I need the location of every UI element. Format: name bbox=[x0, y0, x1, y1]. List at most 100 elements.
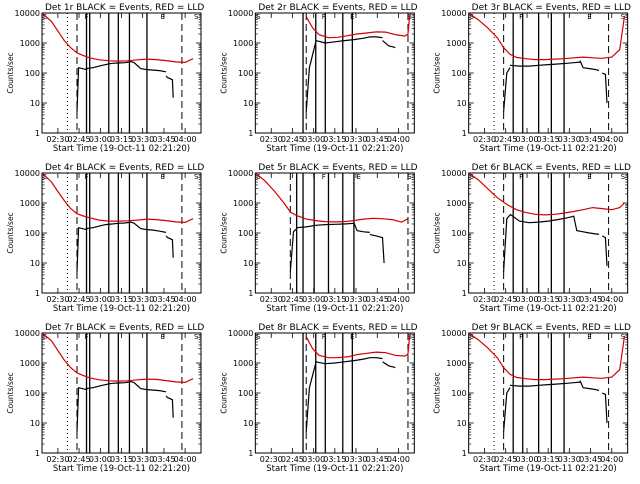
event-rate-line bbox=[130, 381, 167, 393]
flag-marker: F bbox=[85, 173, 89, 181]
event-rate-line bbox=[382, 40, 396, 49]
detector-panel: Det 6r BLACK = Events, RED = LLD 1 10 100 10… bbox=[433, 163, 631, 314]
x-tick-label: 03:30 bbox=[131, 295, 154, 304]
event-rate-line bbox=[503, 387, 511, 433]
x-tick-label: 04:00 bbox=[174, 135, 197, 144]
x-tick-label: 03:00 bbox=[302, 135, 325, 144]
x-axis-label: Start Time (19-Oct-11 02:21:20) bbox=[480, 464, 617, 474]
y-tick-label: 1000 bbox=[20, 199, 40, 208]
x-tick-label: 03:15 bbox=[323, 295, 346, 304]
x-tick-label: 03:15 bbox=[110, 135, 133, 144]
x-axis-label: Start Time (19-Oct-11 02:21:20) bbox=[266, 144, 403, 154]
y-axis-label: Counts/sec bbox=[433, 372, 442, 413]
y-tick-label: 10 bbox=[456, 419, 466, 428]
y-tick-label: 100 bbox=[451, 229, 466, 238]
event-rate-line bbox=[601, 235, 608, 266]
lld-rate-line bbox=[468, 333, 626, 381]
flag-marker: S bbox=[194, 333, 199, 341]
flag-marker: E bbox=[350, 333, 354, 341]
y-axis-label: Counts/sec bbox=[6, 372, 15, 413]
event-rate-line bbox=[579, 60, 600, 72]
x-tick-label: 03:45 bbox=[366, 295, 389, 304]
y-tick-label: 100 bbox=[25, 229, 40, 238]
y-tick-label: 10 bbox=[30, 259, 40, 268]
x-tick-label: 02:30 bbox=[473, 455, 496, 464]
plot-frame bbox=[468, 12, 629, 134]
y-tick-label: 100 bbox=[451, 389, 466, 398]
x-tick-label: 02:30 bbox=[46, 295, 69, 304]
x-tick-label: 03:00 bbox=[302, 455, 325, 464]
x-tick-label: 03:00 bbox=[302, 295, 325, 304]
x-tick-label: 03:30 bbox=[558, 135, 581, 144]
flag-marker: F bbox=[519, 173, 523, 181]
flag-marker: S bbox=[407, 173, 412, 181]
y-tick-label: 10000 bbox=[15, 9, 40, 18]
event-rate-line bbox=[289, 228, 298, 273]
flag-marker: E bbox=[587, 333, 591, 341]
x-tick-label: 03:15 bbox=[537, 135, 560, 144]
detector-panel: Det 2r BLACK = Events, RED = LLD 1 10 100 10… bbox=[219, 3, 417, 154]
y-tick-label: 1000 bbox=[233, 39, 253, 48]
y-tick-label: 1 bbox=[462, 129, 467, 138]
event-rate-line bbox=[76, 66, 87, 113]
x-axis-label: Start Time (19-Oct-11 02:21:20) bbox=[53, 464, 190, 474]
panel-title: Det 6r BLACK = Events, RED = LLD bbox=[472, 163, 631, 173]
x-tick-label: 03:30 bbox=[558, 295, 581, 304]
lld-rate-line bbox=[468, 13, 626, 61]
x-tick-label: 03:45 bbox=[152, 455, 175, 464]
event-rate-line bbox=[503, 67, 511, 113]
flag-marker: F bbox=[322, 333, 326, 341]
x-tick-label: 03:30 bbox=[344, 455, 367, 464]
plot-frame bbox=[468, 332, 629, 454]
plot-frame bbox=[41, 172, 202, 294]
x-tick-label: 03:30 bbox=[344, 295, 367, 304]
x-tick-label: 04:00 bbox=[174, 295, 197, 304]
event-rate-line bbox=[509, 61, 581, 67]
event-rate-line bbox=[165, 395, 174, 418]
y-tick-label: 1000 bbox=[20, 39, 40, 48]
x-tick-label: 03:15 bbox=[537, 295, 560, 304]
x-tick-label: 02:45 bbox=[494, 135, 517, 144]
x-axis-label: Start Time (19-Oct-11 02:21:20) bbox=[480, 144, 617, 154]
x-tick-label: 02:30 bbox=[473, 295, 496, 304]
x-tick-label: 02:30 bbox=[46, 455, 69, 464]
detector-panel: Det 8r BLACK = Events, RED = LLD 1 10 100 10… bbox=[219, 323, 417, 474]
panel-title: Det 3r BLACK = Events, RED = LLD bbox=[472, 3, 631, 13]
x-tick-label: 03:00 bbox=[89, 455, 112, 464]
y-tick-label: 1000 bbox=[233, 359, 253, 368]
event-rate-line bbox=[573, 215, 600, 235]
flag-marker: S bbox=[43, 13, 48, 21]
flag-marker: E bbox=[161, 13, 165, 21]
y-tick-label: 1000 bbox=[20, 359, 40, 368]
y-axis-label: Counts/sec bbox=[433, 52, 442, 93]
panel-title: Det 1r BLACK = Events, RED = LLD bbox=[45, 3, 204, 13]
plot-frame bbox=[254, 12, 415, 134]
y-tick-label: 10000 bbox=[441, 9, 466, 18]
y-tick-label: 1 bbox=[35, 289, 40, 298]
flag-marker: E bbox=[587, 173, 591, 181]
flag-marker: S bbox=[194, 173, 199, 181]
flag-marker: E bbox=[161, 173, 165, 181]
y-axis-label: Counts/sec bbox=[6, 212, 15, 253]
event-rate-line bbox=[76, 386, 87, 433]
flag-marker: S bbox=[621, 333, 626, 341]
x-tick-label: 03:45 bbox=[579, 135, 602, 144]
x-axis-label: Start Time (19-Oct-11 02:21:20) bbox=[53, 304, 190, 314]
event-rate-line bbox=[509, 213, 574, 224]
x-tick-label: 02:45 bbox=[281, 135, 304, 144]
event-rate-line bbox=[601, 392, 608, 424]
flag-marker: F bbox=[85, 13, 89, 21]
event-rate-line bbox=[353, 222, 370, 233]
x-tick-label: 04:00 bbox=[387, 295, 410, 304]
y-tick-label: 1000 bbox=[446, 359, 466, 368]
y-tick-label: 1 bbox=[248, 289, 253, 298]
x-tick-label: 02:45 bbox=[68, 455, 91, 464]
detector-panel: Det 9r BLACK = Events, RED = LLD 1 10 100 10… bbox=[433, 323, 631, 474]
detector-panel: Det 7r BLACK = Events, RED = LLD 1 10 100 10… bbox=[6, 323, 204, 474]
flag-marker: F bbox=[322, 173, 326, 181]
y-axis-label: Counts/sec bbox=[219, 52, 228, 93]
x-tick-label: 04:00 bbox=[174, 455, 197, 464]
y-tick-label: 10000 bbox=[228, 169, 253, 178]
x-tick-label: 02:45 bbox=[68, 295, 91, 304]
